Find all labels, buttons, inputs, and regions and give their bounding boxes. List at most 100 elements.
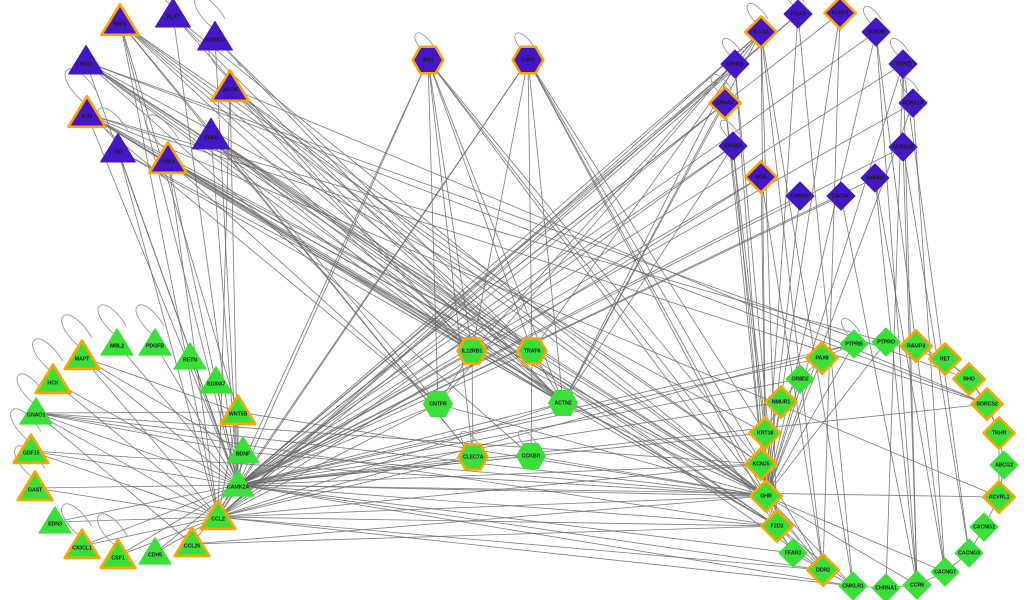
edge <box>427 59 439 405</box>
self-loop-edge <box>788 0 805 9</box>
edge <box>119 21 564 404</box>
edge <box>765 401 782 497</box>
edge <box>85 61 532 457</box>
self-loop-edge <box>900 77 920 98</box>
self-loop-edge <box>97 107 129 141</box>
edge <box>229 87 533 352</box>
graph-node-ptpro[interactable]: PTPRO <box>871 327 901 357</box>
edge <box>237 432 766 486</box>
edge <box>237 31 877 486</box>
edge <box>217 516 824 571</box>
edge <box>874 177 918 586</box>
edge <box>427 59 473 352</box>
self-loop-edge <box>710 73 733 97</box>
edge <box>35 411 239 414</box>
edge <box>237 343 855 486</box>
edge <box>822 12 841 571</box>
graph-node-cdh5[interactable]: CDH5 <box>138 537 172 565</box>
graph-node-clec7a[interactable]: CLEC7A <box>457 443 489 471</box>
edge <box>30 450 239 486</box>
edge <box>530 455 767 497</box>
edge <box>86 113 946 360</box>
edge <box>765 495 946 573</box>
graph-node-acvrl1[interactable]: ACVRL1 <box>982 480 1016 514</box>
edge <box>86 113 439 405</box>
graph-node-csf1[interactable]: CSF1 <box>99 538 137 570</box>
graph-node-mapt[interactable]: MAPT <box>63 339 101 371</box>
graph-node-il12rb1[interactable]: IL12RB1 <box>456 337 488 365</box>
graph-node-amhr2[interactable]: AMHR2 <box>860 163 890 193</box>
edge <box>527 59 778 527</box>
graph-node-ccr6[interactable]: CCR6 <box>902 570 932 600</box>
edge <box>217 402 564 518</box>
graph-node-abcg2[interactable]: ABCG2 <box>989 450 1019 480</box>
edge <box>437 403 767 497</box>
graph-node-itga8[interactable]: ITGA8 <box>783 0 813 29</box>
graph-node-gdf15[interactable]: GDF15 <box>12 433 50 465</box>
edge <box>427 59 533 352</box>
graph-node-trpv1[interactable]: TRPV1 <box>888 49 918 79</box>
graph-node-mig1[interactable]: MIG1 <box>68 44 104 75</box>
graph-node-chrna1[interactable]: CHRNA1 <box>871 573 901 600</box>
graph-node-gnao1[interactable]: GNAO1 <box>19 397 53 425</box>
edge <box>237 402 564 486</box>
graph-node-plat[interactable]: PLAT <box>155 0 191 28</box>
edge <box>81 356 239 486</box>
graph-node-klrf2[interactable]: KLRF2 <box>823 0 857 30</box>
edge <box>765 495 918 586</box>
edge <box>30 450 767 497</box>
edge <box>119 21 239 486</box>
graph-node-scn3b[interactable]: SCN3B <box>861 17 891 47</box>
graph-node-sorcs2[interactable]: SORCS2 <box>970 387 1004 421</box>
graph-node-mbl2[interactable]: MBL2 <box>100 328 134 356</box>
graph-node-ramp3[interactable]: RAMP3 <box>899 329 933 363</box>
edge <box>154 343 239 486</box>
graph-node-pdgfb[interactable]: PDGFB <box>138 328 172 356</box>
edge <box>210 135 564 404</box>
graph-node-epha3[interactable]: EPHA3 <box>718 131 748 161</box>
edge <box>172 14 767 497</box>
edge <box>35 412 219 518</box>
edge <box>237 102 914 486</box>
graph-node-esr2[interactable]: ESR2 <box>511 45 545 75</box>
graph-node-cacng7[interactable]: CACNG7 <box>930 557 960 587</box>
graph-node-s100a12[interactable]: S100A12 <box>197 20 233 51</box>
edge <box>902 146 918 586</box>
self-loop-edge <box>841 318 861 339</box>
edge <box>237 59 429 486</box>
graph-node-traf6[interactable]: TRAF6 <box>516 337 548 365</box>
edge <box>217 516 778 527</box>
graph-node-ret[interactable]: RET <box>928 342 962 376</box>
self-loop-edge <box>61 503 93 537</box>
edge <box>562 63 736 404</box>
graph-node-adra1a[interactable]: ADRA1A <box>898 88 928 118</box>
graph-node-cacng[interactable]: CACNG <box>826 181 856 211</box>
graph-node-trhr[interactable]: TRHR <box>982 416 1016 450</box>
edge <box>117 516 219 557</box>
graph-node-fn1[interactable]: FN1 <box>100 132 136 163</box>
graph-node-mip2[interactable]: MIP2 <box>100 3 140 37</box>
edge <box>35 412 193 545</box>
self-loop-edge <box>16 373 46 405</box>
graph-node-nga[interactable]: NGA <box>744 160 778 194</box>
edge <box>34 487 219 518</box>
self-loop-edge <box>722 38 742 59</box>
graph-node-irs1[interactable]: IRS1 <box>411 45 445 75</box>
graph-node-epha4[interactable]: EPHA4 <box>708 86 742 120</box>
graph-node-s100a7[interactable]: S100A7 <box>199 366 233 394</box>
graph-node-krt18[interactable]: KRT18 <box>748 416 782 450</box>
graph-node-cacng3[interactable]: CACNG3 <box>954 538 984 568</box>
graph-node-gast[interactable]: GAST <box>16 470 54 502</box>
graph-node-retn[interactable]: RETN <box>173 342 207 370</box>
edge <box>237 484 854 587</box>
edge <box>35 412 778 527</box>
edge <box>237 403 439 486</box>
edge <box>237 31 762 486</box>
graph-node-cacng2[interactable]: CACNG2 <box>969 512 999 542</box>
edge <box>765 195 801 497</box>
edge <box>54 516 219 523</box>
graph-node-il1r2[interactable]: IL1R2 <box>744 15 778 49</box>
graph-node-rho[interactable]: RHO <box>952 362 986 396</box>
